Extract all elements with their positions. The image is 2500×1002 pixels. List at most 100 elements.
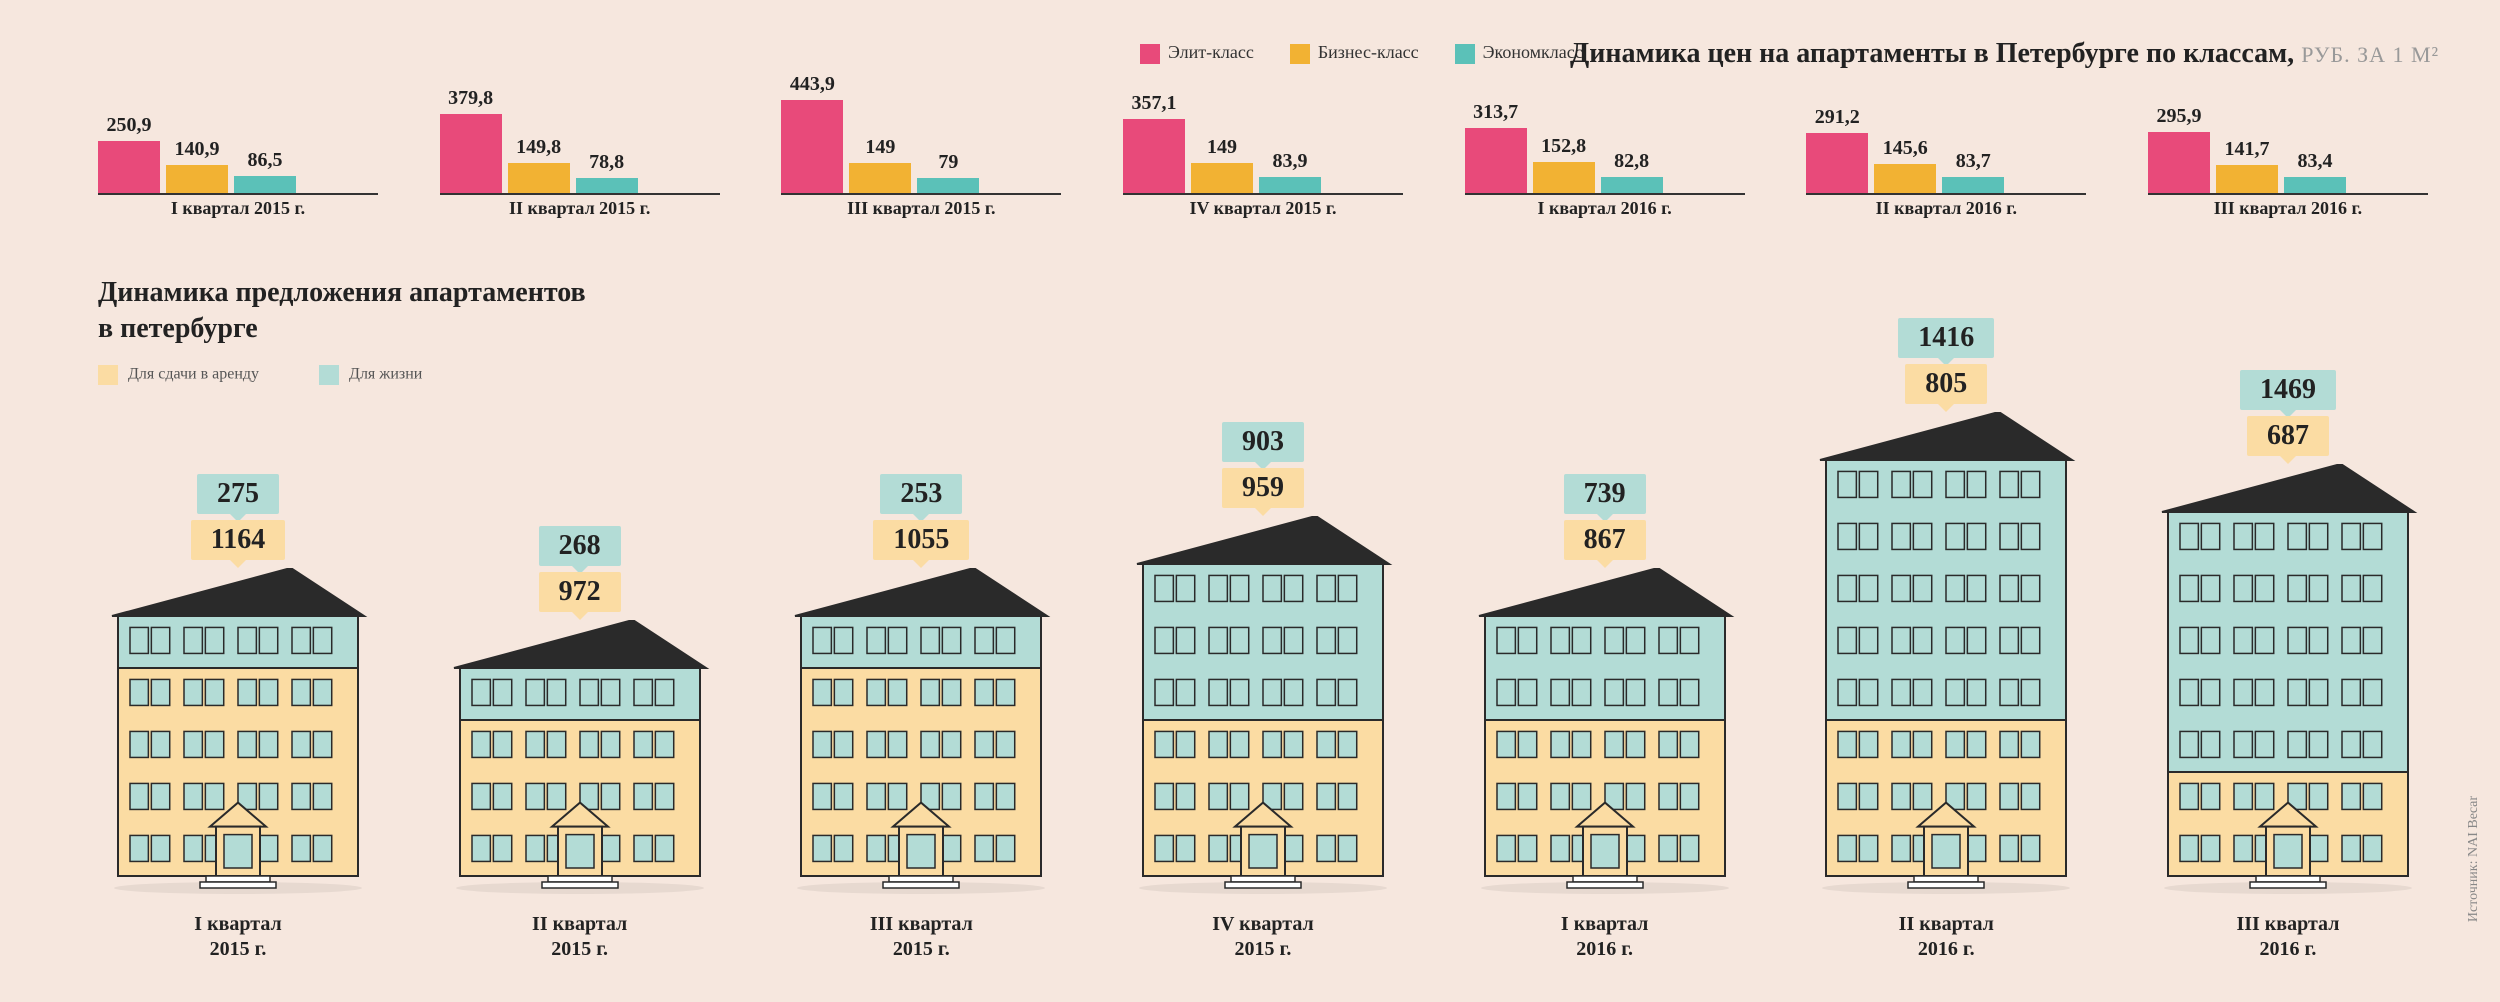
price-title-sub: руб. за 1 м² xyxy=(2301,42,2439,67)
price-bar-chart: 250,9140,986,5I квартал 2015 г.379,8149,… xyxy=(98,75,2428,225)
building-column: 739 867 I квартал2016 г. xyxy=(1465,474,1745,962)
living-value: 1469 xyxy=(2240,370,2336,410)
building-icon xyxy=(1816,412,2076,896)
bar: 357,1 xyxy=(1123,119,1185,195)
living-value: 903 xyxy=(1222,422,1304,462)
legend-item: Бизнес-класс xyxy=(1290,42,1419,64)
bar-value: 295,9 xyxy=(2156,105,2201,128)
building-icon xyxy=(108,568,368,896)
bar-value: 83,7 xyxy=(1956,150,1991,173)
source-credit: Источник: NAI Becar xyxy=(2466,796,2482,922)
legend-label: Элит-класс xyxy=(1168,42,1254,62)
legend-label: Экономкласс xyxy=(1483,42,1583,62)
bar-value: 291,2 xyxy=(1815,106,1860,129)
building-column: 275 1164 I квартал2015 г. xyxy=(98,474,378,962)
bar-group-label: IV квартал 2015 г. xyxy=(1123,198,1403,219)
building-column: 903 959 IV квартал2015 г. xyxy=(1123,422,1403,962)
living-value: 275 xyxy=(197,474,279,514)
bar: 295,9 xyxy=(2148,132,2210,195)
bar-value: 357,1 xyxy=(1131,92,1176,115)
living-value: 1416 xyxy=(1898,318,1994,358)
bar-value: 313,7 xyxy=(1473,101,1518,124)
bar-group-label: II квартал 2016 г. xyxy=(1806,198,2086,219)
bar: 149 xyxy=(849,163,911,195)
living-value: 739 xyxy=(1564,474,1646,514)
rent-value: 959 xyxy=(1222,468,1304,508)
bar-value: 86,5 xyxy=(248,149,283,172)
building-label: IV квартал2015 г. xyxy=(1212,912,1314,962)
bar-value: 149 xyxy=(1207,136,1237,159)
bar: 145,6 xyxy=(1874,164,1936,195)
living-value: 253 xyxy=(880,474,962,514)
bar-group: 295,9141,783,4III квартал 2016 г. xyxy=(2148,75,2428,225)
bar-group: 250,9140,986,5I квартал 2015 г. xyxy=(98,75,378,225)
bar-value: 379,8 xyxy=(448,87,493,110)
bar-group-label: I квартал 2015 г. xyxy=(98,198,378,219)
legend-item: Элит-класс xyxy=(1140,42,1254,64)
bar-value: 443,9 xyxy=(790,73,835,96)
bar-group-label: II квартал 2015 г. xyxy=(440,198,720,219)
legend-swatch xyxy=(1140,44,1160,64)
bar-group-label: III квартал 2015 г. xyxy=(781,198,1061,219)
rent-value: 805 xyxy=(1905,364,1987,404)
bar-group-label: III квартал 2016 г. xyxy=(2148,198,2428,219)
legend-label: Бизнес-класс xyxy=(1318,42,1419,62)
bar-value: 83,4 xyxy=(2297,150,2332,173)
bar-value: 145,6 xyxy=(1883,137,1928,160)
building-column: 253 1055 III квартал2015 г. xyxy=(781,474,1061,962)
legend-item: Экономкласс xyxy=(1455,42,1583,64)
bar: 313,7 xyxy=(1465,128,1527,195)
bar-group: 313,7152,882,8I квартал 2016 г. xyxy=(1465,75,1745,225)
bar-value: 83,9 xyxy=(1272,150,1307,173)
price-legend: Элит-класс Бизнес-класс Экономкласс xyxy=(1140,42,1583,64)
bar-value: 250,9 xyxy=(107,114,152,137)
bar-group: 357,114983,9IV квартал 2015 г. xyxy=(1123,75,1403,225)
building-icon xyxy=(1133,516,1393,896)
bar-value: 78,8 xyxy=(589,151,624,174)
building-label: III квартал2016 г. xyxy=(2236,912,2339,962)
building-icon xyxy=(2158,464,2418,896)
rent-value: 687 xyxy=(2247,416,2329,456)
building-chart: 275 1164 I квартал2015 г. 268 972 II квартал2… xyxy=(98,318,2428,962)
bar: 379,8 xyxy=(440,114,502,195)
bar: 250,9 xyxy=(98,141,160,195)
bar-value: 152,8 xyxy=(1541,135,1586,158)
bar: 149,8 xyxy=(508,163,570,195)
building-label: II квартал2016 г. xyxy=(1899,912,1994,962)
rent-value: 867 xyxy=(1564,520,1646,560)
bar: 141,7 xyxy=(2216,165,2278,195)
building-label: I квартал2015 г. xyxy=(194,912,281,962)
legend-swatch xyxy=(1290,44,1310,64)
building-label: I квартал2016 г. xyxy=(1561,912,1648,962)
living-value: 268 xyxy=(539,526,621,566)
bar-group: 291,2145,683,7II квартал 2016 г. xyxy=(1806,75,2086,225)
bar-value: 149,8 xyxy=(516,136,561,159)
bar-value: 82,8 xyxy=(1614,150,1649,173)
supply-title-line1: Динамика предложения апартаментов xyxy=(98,275,586,311)
bar: 291,2 xyxy=(1806,133,1868,195)
building-label: II квартал2015 г. xyxy=(532,912,627,962)
bar: 140,9 xyxy=(166,165,228,195)
bar: 443,9 xyxy=(781,100,843,195)
price-title-text: Динамика цен на апартаменты в Петербурге… xyxy=(1570,38,2294,69)
bar-value: 140,9 xyxy=(175,138,220,161)
building-column: 1416 805 II квартал2016 г. xyxy=(1806,318,2086,962)
bar-group-label: I квартал 2016 г. xyxy=(1465,198,1745,219)
legend-swatch xyxy=(1455,44,1475,64)
building-icon xyxy=(1475,568,1735,896)
bar: 152,8 xyxy=(1533,162,1595,195)
bar-group: 443,914979III квартал 2015 г. xyxy=(781,75,1061,225)
bar-value: 141,7 xyxy=(2224,138,2269,161)
rent-value: 972 xyxy=(539,572,621,612)
price-title: Динамика цен на апартаменты в Петербурге… xyxy=(1570,38,2439,70)
building-icon xyxy=(450,620,710,896)
bar-value: 149 xyxy=(865,136,895,159)
rent-value: 1055 xyxy=(873,520,969,560)
bar-group: 379,8149,878,8II квартал 2015 г. xyxy=(440,75,720,225)
building-icon xyxy=(791,568,1051,896)
bar: 149 xyxy=(1191,163,1253,195)
building-column: 1469 687 III квартал2016 г. xyxy=(2148,370,2428,962)
bar-value: 79 xyxy=(938,151,958,174)
rent-value: 1164 xyxy=(191,520,285,560)
building-label: III квартал2015 г. xyxy=(870,912,973,962)
